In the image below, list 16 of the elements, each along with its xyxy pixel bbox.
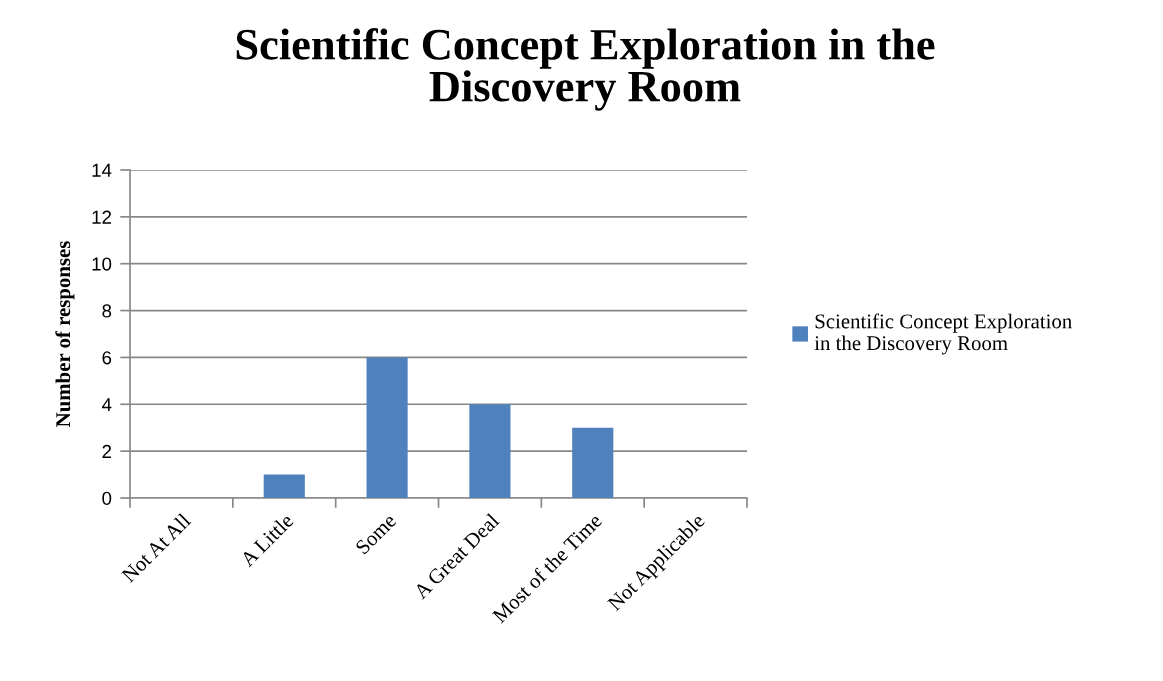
legend-label: Scientific Concept Exploration in the Discovery Room <box>814 313 1072 355</box>
chart-title: Scientific Concept Exploration in the Discovery Room <box>236 28 935 111</box>
bar <box>366 357 408 499</box>
y-tick-label: 14 <box>92 163 112 177</box>
bar <box>572 427 614 499</box>
x-tick-label: Not At All <box>120 512 192 584</box>
y-axis-title: Number of responses <box>55 241 75 427</box>
bar <box>469 404 511 499</box>
y-tick-label: 0 <box>102 491 112 505</box>
y-tick-label: 4 <box>101 398 112 412</box>
y-tick-label: 2 <box>102 444 112 458</box>
bar <box>263 474 305 499</box>
y-tick-label: 12 <box>92 210 112 224</box>
y-tick-label: 6 <box>102 351 112 365</box>
y-tick-label: 8 <box>102 304 112 318</box>
y-tick-label: 10 <box>92 257 112 271</box>
